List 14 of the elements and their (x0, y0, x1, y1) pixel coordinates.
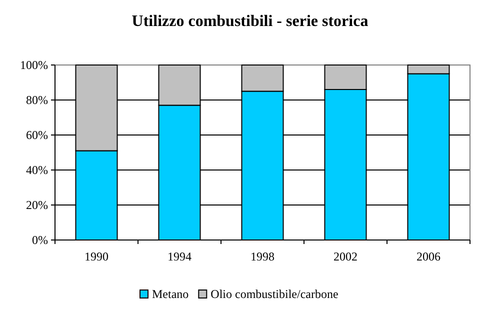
y-tick-label: 20% (26, 198, 48, 212)
x-tick-label: 1998 (250, 250, 274, 264)
y-tick-label: 60% (26, 128, 48, 142)
legend-label: Olio combustibile/carbone (210, 287, 338, 301)
x-tick-label: 1990 (84, 250, 108, 264)
y-tick-label: 80% (26, 92, 48, 107)
chart-title: Utilizzo combustibili - serie storica (132, 13, 368, 30)
y-tick-label: 40% (26, 162, 48, 177)
y-tick-label: 0% (32, 232, 48, 247)
x-tick-label: 2002 (334, 250, 358, 264)
x-tick-label: 2006 (416, 250, 440, 264)
x-tick-label: 1994 (168, 250, 192, 264)
y-tick-label: 100% (20, 58, 48, 72)
legend-label: Metano (152, 287, 189, 301)
